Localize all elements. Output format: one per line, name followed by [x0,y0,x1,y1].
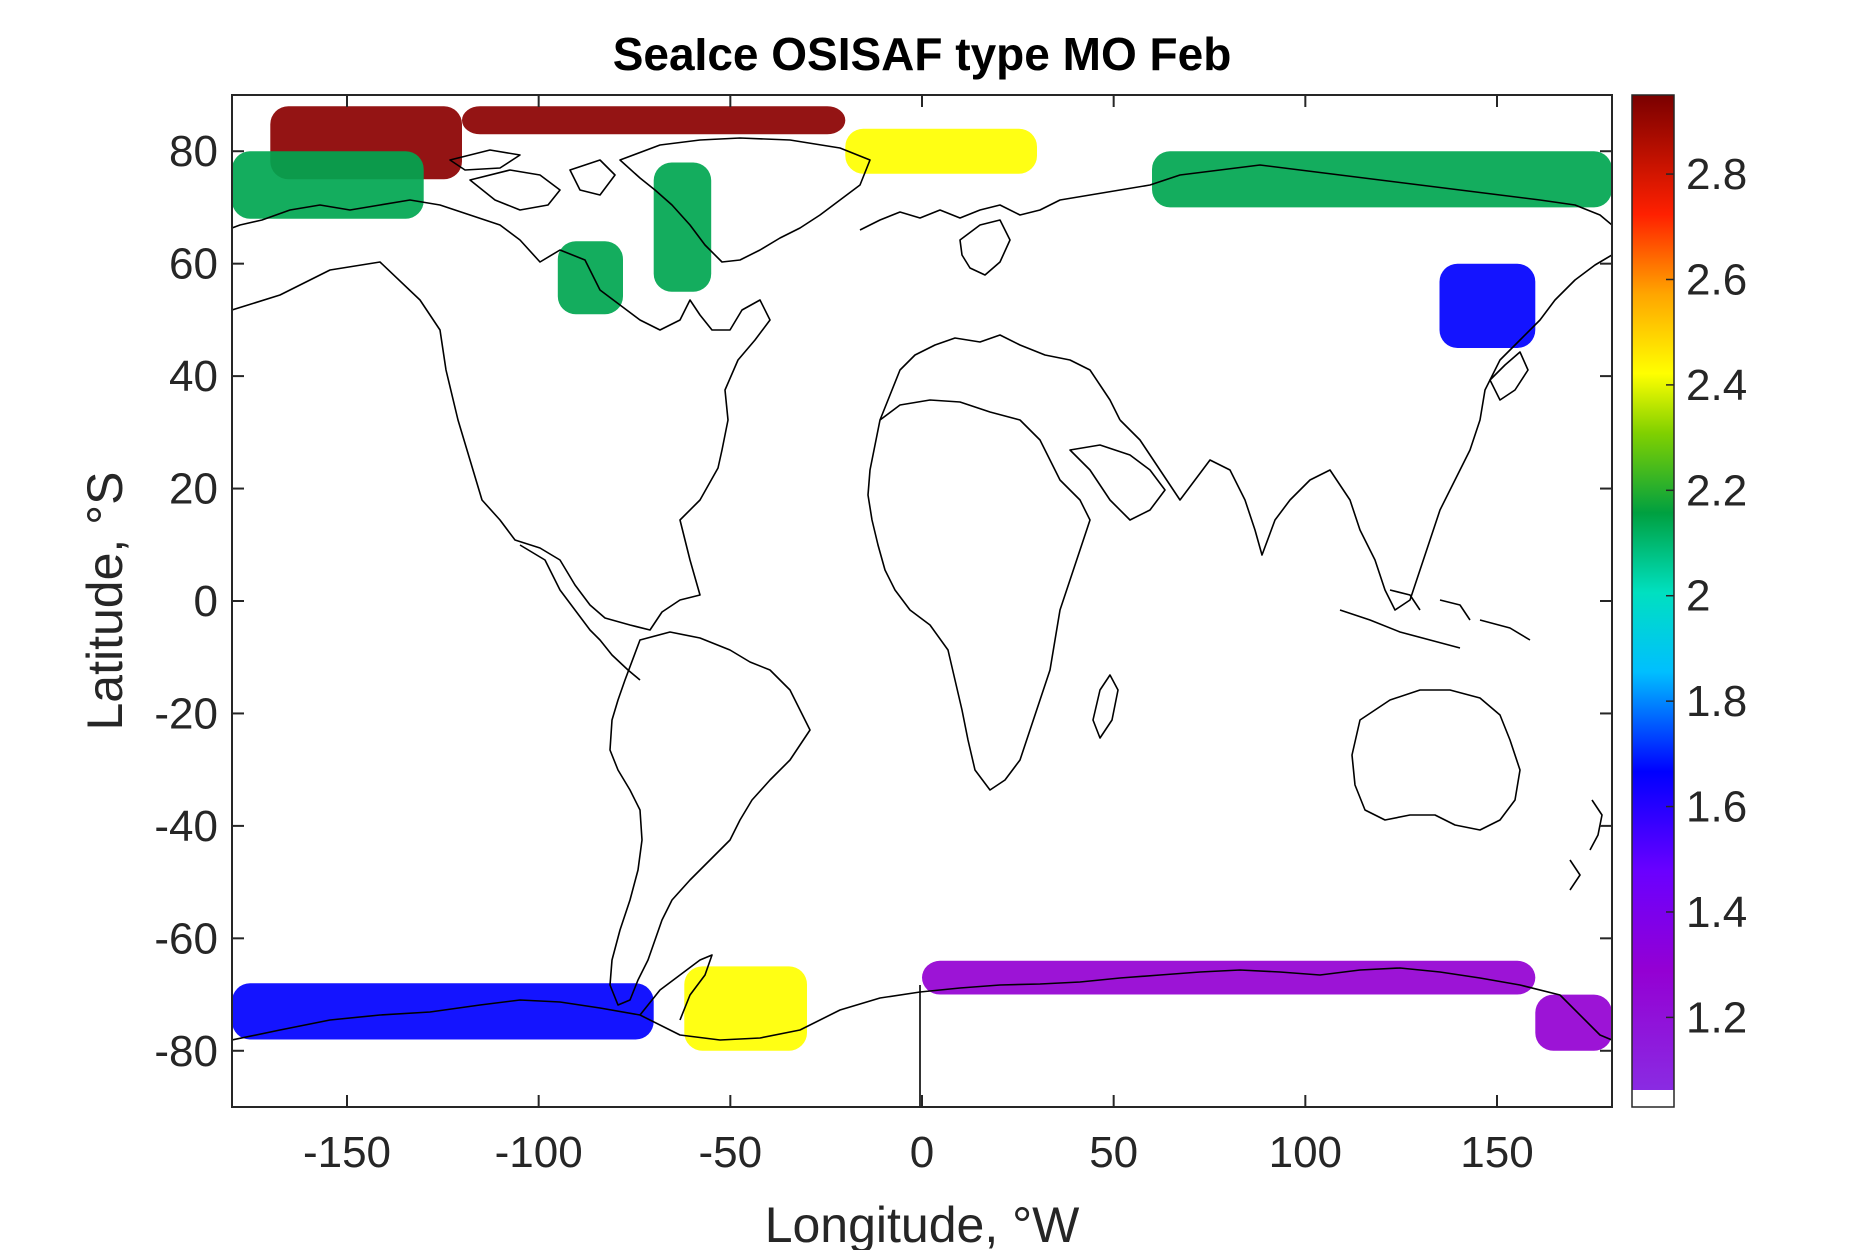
colorbar-ticks: 2.8 2.6 2.4 2.2 2 1.8 1.6 1.4 1.2 [1666,150,1747,1042]
colorbar-bottom-white [1632,1090,1674,1107]
ice-region-9 [1535,994,1612,1051]
y-tick-label-3: 20 [169,465,218,514]
colorbar-tick-label-3: 2.2 [1686,466,1747,515]
colorbar-tick-label-6: 1.6 [1686,783,1747,832]
colorbar-tick-label-7: 1.4 [1686,888,1747,937]
ice-region-8 [684,966,807,1051]
x-tick-label-0: -150 [303,1128,391,1177]
colorbar-tick-label-1: 2.6 [1686,255,1747,304]
x-tick-label-6: 150 [1460,1128,1533,1177]
coast-arctic-archipelago [449,149,616,211]
y-tick-label-6: -40 [154,802,218,851]
x-tick-label-4: 50 [1089,1128,1138,1177]
colorbar-tick-label-0: 2.8 [1686,150,1747,199]
y-tick-label-5: -20 [154,689,218,738]
coast-antarctic-peninsula [639,954,713,1021]
y-axis-label: Latitude, °S [77,471,133,730]
x-axis-ticks: -150 -100 -50 0 50 100 150 [303,95,1534,1177]
coast-australia [1351,689,1521,831]
colorbar-tick-label-4: 2 [1686,572,1710,621]
coast-madagascar [1092,674,1119,739]
coast-antarctica [232,967,1612,1041]
coast-europe-south [879,334,1121,421]
y-tick-label-7: -60 [154,914,218,963]
coast-greenland [619,137,871,263]
coast-middle-east-asia [1119,254,1612,611]
ice-region-6 [653,162,712,292]
y-axis-ticks: 80 60 40 20 0 -20 -40 -60 -80 [154,127,1612,1076]
coast-africa [867,399,1091,791]
ice-region-7 [1439,263,1536,348]
coast-japan [1489,351,1529,401]
coast-indonesia [1339,589,1531,649]
coast-central-america [519,544,641,681]
colorbar: 2.8 2.6 2.4 2.2 2 1.8 1.6 1.4 1.2 [1631,94,1747,1108]
y-tick-label-1: 60 [169,240,218,289]
colorbar-frame [1631,94,1675,1108]
ice-region-11 [922,960,1536,995]
ice-region-2 [232,151,424,219]
colorbar-tick-label-8: 1.2 [1686,993,1747,1042]
ice-region-4 [845,128,1037,174]
ice-region-1 [462,106,846,135]
plot-area [232,95,1612,1107]
ice-region-10 [232,983,654,1040]
colorbar-swatch [1632,95,1674,1090]
x-tick-label-2: -50 [699,1128,763,1177]
coast-north-america [232,199,771,631]
chart-title: SeaIce OSISAF type MO Feb [613,28,1232,80]
coast-south-america [609,631,811,1006]
x-tick-label-1: -100 [495,1128,583,1177]
colorbar-tick-label-5: 1.8 [1686,677,1747,726]
x-tick-label-5: 100 [1269,1128,1342,1177]
ice-region-3 [1152,151,1612,208]
coast-eurasia-africa [859,164,1612,231]
coast-arabia [1069,444,1166,521]
x-tick-label-3: 0 [910,1128,934,1177]
y-tick-label-0: 80 [169,127,218,176]
y-tick-label-8: -80 [154,1027,218,1076]
x-axis-label: Longitude, °W [765,1197,1080,1250]
y-tick-label-2: 40 [169,352,218,401]
y-tick-label-4: 0 [194,577,218,626]
coast-scandinavia [959,219,1011,276]
colorbar-tick-label-2: 2.4 [1686,361,1747,410]
ice-region-5 [557,241,623,315]
